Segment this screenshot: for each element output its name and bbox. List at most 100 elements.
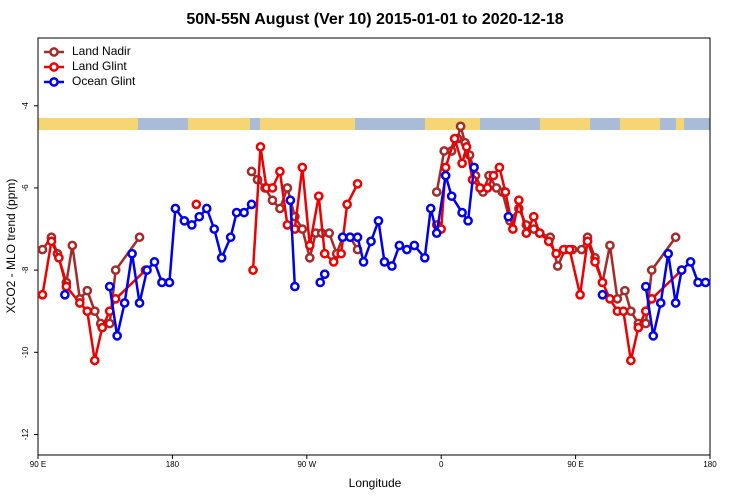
data-point xyxy=(648,331,659,341)
data-point xyxy=(61,281,72,292)
data-point xyxy=(449,133,460,144)
data-point xyxy=(440,162,451,173)
y-tick-label: -12 xyxy=(21,428,30,440)
data-point xyxy=(134,232,145,243)
data-point xyxy=(597,277,608,288)
data-point xyxy=(488,170,499,181)
chart-title: 50N-55N August (Ver 10) 2015-01-01 to 20… xyxy=(186,11,563,28)
data-point xyxy=(358,257,369,267)
data-point xyxy=(605,240,615,251)
legend-label: Land Nadir xyxy=(72,44,131,58)
data-point xyxy=(469,162,479,173)
data-point xyxy=(352,232,363,243)
data-point xyxy=(157,277,167,288)
data-point xyxy=(431,187,442,197)
data-point xyxy=(620,285,630,296)
x-tick-label: 90 W xyxy=(297,460,316,469)
data-point xyxy=(640,318,651,329)
map-strip xyxy=(38,118,710,130)
data-point xyxy=(74,298,85,308)
data-point xyxy=(134,298,145,308)
data-point xyxy=(475,183,485,193)
data-point xyxy=(104,281,115,292)
data-point xyxy=(54,252,64,263)
data-point xyxy=(676,265,687,275)
data-point xyxy=(255,142,266,152)
data-point xyxy=(267,183,278,193)
data-point xyxy=(564,244,575,255)
data-point xyxy=(89,355,100,366)
data-point xyxy=(315,277,326,288)
data-point xyxy=(597,289,608,300)
data-point xyxy=(646,265,657,275)
data-point xyxy=(534,228,545,238)
series-line xyxy=(289,200,297,287)
x-tick-label: 180 xyxy=(703,460,717,469)
data-point xyxy=(239,207,249,218)
data-point xyxy=(640,281,651,292)
data-point xyxy=(342,199,352,210)
data-point xyxy=(590,257,600,267)
legend-marker xyxy=(49,62,59,72)
data-point xyxy=(328,257,339,267)
data-point xyxy=(373,215,384,226)
data-point xyxy=(275,203,285,214)
data-point xyxy=(618,306,629,317)
data-point xyxy=(82,285,93,296)
data-point xyxy=(191,199,202,210)
data-point xyxy=(663,248,674,259)
data-point xyxy=(97,322,108,333)
y-tick-label: -10 xyxy=(21,346,30,358)
data-point xyxy=(194,211,205,222)
data-point xyxy=(345,232,355,243)
data-point xyxy=(336,248,346,259)
data-point xyxy=(304,252,315,263)
x-axis-label: Longitude xyxy=(349,476,402,490)
y-axis-label: XCO2 - MLO trend (ppm) xyxy=(4,179,18,314)
data-point xyxy=(179,215,190,226)
x-tick-label: 180 xyxy=(166,460,180,469)
data-point xyxy=(337,232,348,243)
data-point xyxy=(700,277,711,288)
data-point xyxy=(110,265,121,275)
legend-label: Land Glint xyxy=(72,59,127,73)
data-point xyxy=(297,162,308,173)
data-point xyxy=(685,257,696,267)
x-tick-label: 90 E xyxy=(567,460,583,469)
data-point xyxy=(216,252,227,263)
plot-frame xyxy=(37,37,711,456)
data-point xyxy=(670,298,681,308)
data-point xyxy=(209,224,220,234)
y-tick-label: -8 xyxy=(21,266,30,274)
data-point xyxy=(324,228,335,238)
data-point xyxy=(387,261,397,271)
data-point xyxy=(419,252,430,263)
legend-marker xyxy=(49,47,59,57)
data-point xyxy=(670,232,681,243)
data-point xyxy=(352,178,363,189)
data-point xyxy=(605,294,615,304)
data-point xyxy=(394,240,405,251)
data-point xyxy=(186,220,197,230)
data-point xyxy=(461,142,472,152)
data-point xyxy=(142,265,152,275)
data-point xyxy=(304,240,315,251)
data-point xyxy=(37,289,48,300)
data-point xyxy=(60,289,70,300)
data-point xyxy=(149,257,160,267)
data-point xyxy=(112,331,122,341)
data-point xyxy=(463,215,473,226)
data-point xyxy=(439,146,450,156)
legend-label: Ocean Glint xyxy=(72,74,136,88)
data-point xyxy=(170,203,181,214)
data-point xyxy=(514,195,524,206)
data-point xyxy=(409,240,420,251)
data-point xyxy=(366,236,376,247)
data-point xyxy=(89,306,100,317)
data-point xyxy=(225,232,236,243)
legend-marker xyxy=(49,77,59,87)
data-point xyxy=(127,248,137,259)
data-point xyxy=(379,257,390,267)
data-point xyxy=(612,294,623,304)
